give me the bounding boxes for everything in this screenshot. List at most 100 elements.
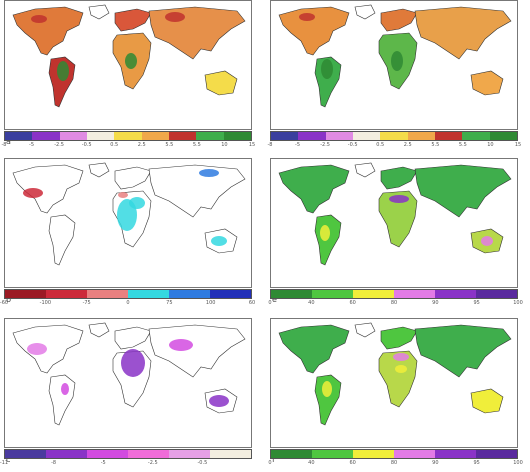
- colorbar-tick-label: 80: [390, 300, 398, 306]
- colorbar-segment: [128, 290, 169, 298]
- colorbar-tick-label: -0.5: [81, 142, 92, 148]
- world-map: [12, 322, 246, 426]
- colorbar-tick-label: -2.5: [320, 142, 330, 148]
- colorbar-segment: [434, 132, 463, 140]
- continent-greenland: [354, 4, 376, 20]
- colorbar-segment: [168, 132, 197, 140]
- colorbar-tick-label: 5.5: [165, 142, 174, 148]
- continent-na: [12, 324, 84, 374]
- map-region-3: [211, 236, 227, 246]
- continent-asia: [148, 6, 246, 60]
- map-region-2: [31, 15, 47, 23]
- map-frame: [270, 0, 518, 130]
- continent-asia: [414, 6, 512, 60]
- map-region-1: [391, 51, 403, 71]
- colorbar-segment: [32, 132, 60, 140]
- continent-sa: [314, 214, 342, 266]
- colorbar-tick-label: 15: [248, 142, 256, 148]
- colorbar-ticks: -8 -5 -2.5 -0.5 0.5 2.5 5.5 5.5 10 15: [268, 142, 522, 150]
- map-frame: [4, 318, 252, 448]
- colorbar-segment: [87, 450, 128, 458]
- continent-asia: [414, 324, 512, 378]
- map-region-4: [61, 383, 69, 395]
- colorbar-segment: [298, 132, 326, 140]
- colorbar-tick-label: 5.5: [458, 142, 467, 148]
- continent-asia: [148, 164, 246, 218]
- colorbar-segment: [59, 132, 87, 140]
- colorbar-tick-label: 5.5: [192, 142, 201, 148]
- colorbar-tick-label: -11: [0, 460, 9, 466]
- map-region-0: [393, 353, 409, 361]
- colorbar-tick-label: 95: [473, 460, 480, 466]
- map-region-2: [481, 236, 493, 246]
- map-panel-a: a -8 -5 -2.5 -0.5 0.5 2.5 5.5 5.5 10 15: [0, 0, 256, 150]
- colorbar-segment: [46, 290, 87, 298]
- continent-eu: [114, 166, 152, 190]
- colorbar-tick-label: -60: [0, 300, 9, 306]
- colorbar-segment: [476, 290, 517, 298]
- colorbar-tick-label: 40: [308, 300, 315, 306]
- panel-letter: b: [6, 295, 12, 304]
- map-panel-e: c -11 -8 -5 -2.5 -0.5: [0, 318, 256, 468]
- map-region-2: [129, 197, 145, 209]
- colorbar-tick-label: -8: [1, 142, 7, 148]
- colorbar-segment: [271, 450, 312, 458]
- colorbar-tick-label: 2.5: [137, 142, 146, 148]
- colorbar-tick-label: 75: [166, 300, 173, 306]
- continent-eu: [380, 8, 418, 32]
- map-region-0: [57, 61, 69, 81]
- colorbar-segment: [435, 290, 476, 298]
- map-region-3: [209, 395, 229, 407]
- continent-greenland: [88, 162, 110, 178]
- colorbar-segment: [312, 450, 353, 458]
- colorbar-tick-label: -0.5: [347, 142, 358, 148]
- colorbar-ticks: -60 -100 -75 0 75 100 60: [0, 300, 255, 308]
- map-frame: [270, 158, 518, 288]
- colorbar-segment: [196, 132, 224, 140]
- colorbar-segment: [46, 450, 87, 458]
- colorbar: [270, 289, 518, 299]
- colorbar-segment: [169, 450, 210, 458]
- colorbar-tick-label: 0: [126, 300, 130, 306]
- colorbar-segment: [394, 450, 435, 458]
- colorbar-segment: [86, 132, 115, 140]
- map-region-1: [320, 225, 330, 241]
- continent-eu: [114, 326, 152, 350]
- map-panel-c: b -60 -100 -75 0 75 100 60: [0, 158, 256, 308]
- colorbar-tick-label: 90: [432, 460, 439, 466]
- colorbar-ticks: 0 40 60 80 90 95 100: [268, 300, 522, 308]
- continent-eu: [380, 326, 418, 350]
- world-map: [12, 162, 246, 266]
- colorbar-tick-label: -5: [295, 142, 301, 148]
- colorbar-segment: [352, 132, 381, 140]
- continent-sa: [48, 214, 76, 266]
- colorbar-segment: [5, 450, 46, 458]
- colorbar-tick-label: 0: [268, 300, 272, 306]
- colorbar-segment: [489, 132, 517, 140]
- continent-na: [278, 324, 350, 374]
- colorbar-segment: [169, 290, 210, 298]
- continent-af: [378, 350, 418, 408]
- colorbar-tick-label: -75: [82, 300, 91, 306]
- continent-greenland: [354, 162, 376, 178]
- panel-letter: c: [6, 455, 11, 464]
- colorbar-tick-label: 80: [390, 460, 398, 466]
- continent-aus: [204, 70, 238, 96]
- colorbar-segment: [271, 290, 312, 298]
- map-frame: [4, 158, 252, 288]
- colorbar-segment: [128, 450, 169, 458]
- map-region-0: [27, 343, 47, 355]
- colorbar: [4, 131, 252, 141]
- map-panel-b: -8 -5 -2.5 -0.5 0.5 2.5 5.5 5.5 10 15: [266, 0, 522, 150]
- colorbar-segment: [435, 450, 476, 458]
- colorbar-tick-label: 5.5: [431, 142, 440, 148]
- continent-asia: [148, 324, 246, 378]
- colorbar-tick-label: -5: [29, 142, 35, 148]
- map-region-4: [199, 169, 219, 177]
- continent-greenland: [354, 322, 376, 338]
- colorbar-segment: [87, 290, 128, 298]
- colorbar: [270, 131, 518, 141]
- panel-letter: e: [272, 295, 277, 304]
- colorbar-tick-label: 90: [432, 300, 439, 306]
